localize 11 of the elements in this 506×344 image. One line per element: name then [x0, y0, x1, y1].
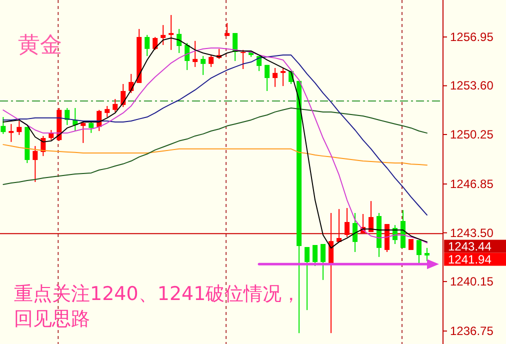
- text: 1241.94: [448, 252, 492, 266]
- y-tick-label: 1243.50: [450, 226, 494, 240]
- y-tick-label: 1236.75: [450, 324, 494, 338]
- text: 黄金: [18, 33, 62, 58]
- ref-line-label: 1243.44: [448, 239, 492, 254]
- y-tick-label: 1253.60: [450, 78, 494, 93]
- y-tick-label: 1246.85: [450, 177, 494, 192]
- y-tick-label: 1240.15: [450, 274, 494, 289]
- y-tick-label: 1250.25: [450, 128, 494, 142]
- y-tick-label: 1256.95: [450, 30, 494, 44]
- annotation: 重点关注1240、1241破位情况，回见思路: [14, 282, 302, 332]
